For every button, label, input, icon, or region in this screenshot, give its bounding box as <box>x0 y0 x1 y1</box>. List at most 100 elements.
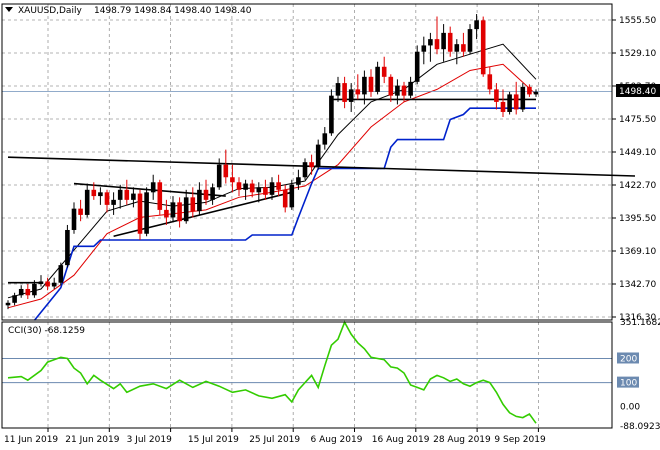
candle <box>355 74 361 100</box>
x-tick-label: 28 Aug 2019 <box>433 435 491 445</box>
candle-body <box>447 32 453 52</box>
candle-body <box>355 89 361 95</box>
candle-body <box>395 85 400 96</box>
candle-body <box>131 193 136 200</box>
candle-body <box>144 192 149 234</box>
candle-body <box>276 182 281 190</box>
candle <box>51 277 57 289</box>
x-tick-label: 6 Aug 2019 <box>311 435 363 445</box>
candle-body <box>243 183 248 190</box>
candle-body <box>441 32 446 50</box>
candle <box>276 174 281 197</box>
cci-panel-frame <box>1 321 613 429</box>
y-tick-label: 1449.10 <box>619 148 656 158</box>
candle-body <box>197 189 202 212</box>
cci-level-badge <box>617 376 639 388</box>
candle <box>454 39 460 65</box>
candle <box>5 300 11 310</box>
candle-body <box>236 182 242 190</box>
candle-body <box>263 187 268 195</box>
candle-body <box>315 144 321 168</box>
price-tag: 1498.40 <box>619 87 656 97</box>
candle-body <box>520 86 526 110</box>
candle <box>157 179 163 215</box>
candle <box>461 32 466 57</box>
candle-body <box>32 283 37 296</box>
candle-body <box>223 164 229 178</box>
cci-tick-label: 0.00 <box>620 403 640 413</box>
candle-body <box>507 94 512 112</box>
candle <box>144 187 149 237</box>
candle <box>342 76 347 109</box>
candle-body <box>474 20 479 30</box>
candle-body <box>216 164 222 188</box>
candle <box>408 76 413 99</box>
candle <box>520 83 526 112</box>
candle <box>236 177 242 197</box>
candle <box>249 179 255 198</box>
candle-body <box>414 51 420 82</box>
candle <box>289 179 295 210</box>
trendline <box>73 182 226 197</box>
ohlc-label: 1498.79 1498.84 1498.40 1498.40 <box>94 6 252 16</box>
cci-panel <box>2 320 612 424</box>
candle-body <box>230 177 235 183</box>
candle <box>507 91 512 115</box>
candle-body <box>51 282 57 287</box>
trendline <box>7 156 636 177</box>
candle-body <box>183 197 189 222</box>
candle <box>441 24 446 62</box>
x-tick-label: 3 Jul 2019 <box>127 435 172 445</box>
candle <box>414 45 420 85</box>
y-tick-label: 1422.70 <box>619 181 656 191</box>
candle-body <box>12 295 17 303</box>
candle-body <box>329 95 334 134</box>
candle-body <box>494 89 499 102</box>
price-tag-box <box>616 84 660 97</box>
candle <box>203 179 209 205</box>
candle-body <box>5 302 11 306</box>
candle <box>104 189 110 213</box>
price-panel-frame <box>1 3 613 321</box>
cci-label: CCI(30) -68.1259 <box>8 326 85 336</box>
candle-body <box>362 76 367 95</box>
candle <box>500 89 506 117</box>
candle-body <box>137 193 143 234</box>
candle-body <box>91 189 97 197</box>
candle-body <box>454 44 460 52</box>
y-tick-label: 1395.50 <box>619 214 656 224</box>
x-tick-label: 11 Jun 2019 <box>4 435 58 445</box>
y-tick-label: 1529.10 <box>619 49 656 59</box>
cci-tick-label: 100 <box>620 379 637 389</box>
candle-body <box>38 281 44 284</box>
candle-body <box>58 265 64 283</box>
candle <box>269 177 275 200</box>
candle <box>223 149 229 184</box>
cci-tick-label: 351.1682 <box>620 318 660 328</box>
candle-body <box>428 39 433 46</box>
candle-body <box>480 20 486 75</box>
candle-body <box>388 76 394 96</box>
x-tick-label: 16 Aug 2019 <box>372 435 430 445</box>
candle-body <box>190 197 196 212</box>
candle-body <box>368 76 374 92</box>
candle-body <box>348 89 354 102</box>
candle-body <box>124 189 130 200</box>
candle-body <box>25 288 31 296</box>
candle-body <box>170 202 176 218</box>
candle-body <box>203 189 209 200</box>
candle-body <box>282 189 288 208</box>
candle-body <box>111 199 116 205</box>
candle-body <box>98 192 103 197</box>
candle-body <box>45 281 50 287</box>
candle-body <box>256 187 262 193</box>
candle-body <box>84 189 90 215</box>
candle <box>335 76 341 102</box>
candle <box>164 199 169 225</box>
candle <box>381 56 387 84</box>
candle-body <box>421 45 427 52</box>
candle <box>216 158 222 190</box>
candle-body <box>104 192 110 205</box>
candle-body <box>408 81 413 96</box>
